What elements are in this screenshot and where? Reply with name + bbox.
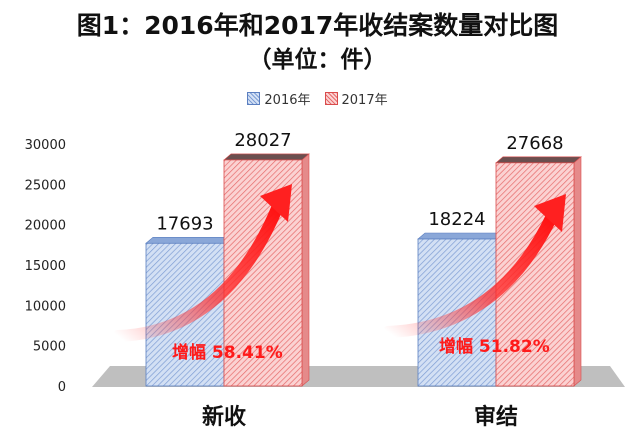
growth-annotation: 增幅 58.41% xyxy=(172,342,283,363)
data-label: 17693 xyxy=(156,213,213,234)
bar-top-face xyxy=(418,233,503,239)
bar-side-face xyxy=(302,154,309,386)
y-tick-label: 30000 xyxy=(25,138,66,153)
y-tick-label: 15000 xyxy=(25,259,66,274)
y-tick-label: 10000 xyxy=(25,299,66,314)
bar-top-face xyxy=(224,154,309,160)
bar-top-face xyxy=(496,157,581,163)
bar-top-face xyxy=(146,237,231,243)
y-axis: 0 5000 10000 15000 20000 25000 30000 xyxy=(25,138,66,395)
bar-side-face xyxy=(574,157,581,386)
y-tick-label: 25000 xyxy=(25,178,66,193)
y-tick-label: 20000 xyxy=(25,219,66,234)
data-label: 28027 xyxy=(234,130,291,151)
x-category-label: 审结 xyxy=(474,404,518,430)
y-tick-label: 5000 xyxy=(33,340,66,355)
data-label: 27668 xyxy=(506,133,563,154)
y-tick-label: 0 xyxy=(58,380,66,395)
growth-annotation: 增幅 51.82% xyxy=(439,336,550,357)
x-category-label: 新收 xyxy=(202,404,246,430)
data-label: 18224 xyxy=(428,209,485,230)
